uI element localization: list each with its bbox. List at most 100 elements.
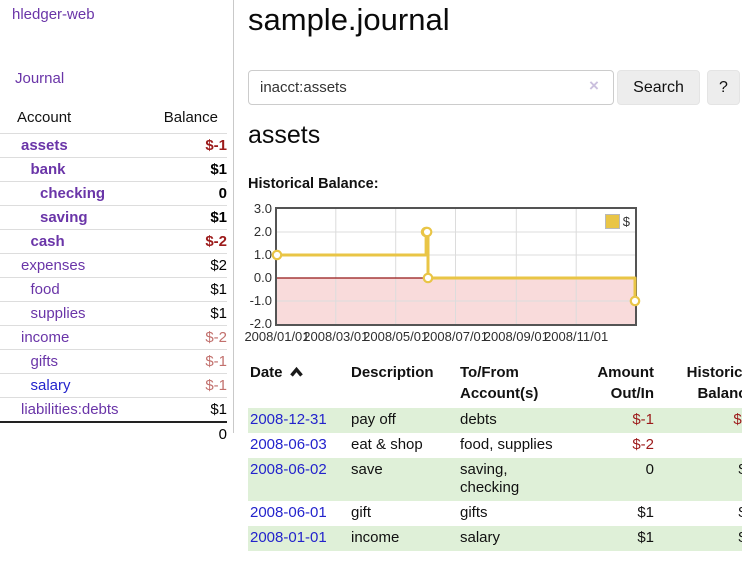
- account-balance: $-2: [205, 329, 227, 346]
- account-balance: $1: [210, 209, 227, 226]
- account-link[interactable]: salary: [30, 377, 71, 394]
- register-balance-cell: 0: [656, 433, 742, 458]
- account-link[interactable]: food: [30, 281, 60, 298]
- header-label: Description: [351, 364, 434, 381]
- register-balance-cell: $2: [656, 458, 742, 501]
- register-description-cell: pay off: [351, 411, 396, 428]
- y-tick-label: 2.0: [253, 224, 272, 239]
- account-link[interactable]: supplies: [30, 305, 86, 322]
- header-label: Date: [250, 362, 347, 384]
- account-row: expenses $2: [0, 253, 227, 278]
- register-balance-cell: $2: [656, 501, 742, 526]
- account-name-cell: cash: [0, 230, 147, 254]
- accounts-total-balance: 0: [218, 426, 227, 443]
- account-link[interactable]: assets: [21, 137, 68, 154]
- account-link[interactable]: checking: [40, 185, 106, 202]
- account-name-cell: liabilities:debts: [0, 398, 147, 423]
- account-balance: $1: [210, 161, 227, 178]
- account-row: liabilities:debts $1: [0, 397, 227, 423]
- transaction-row: 2008-01-01 income salary $1$1: [248, 526, 742, 551]
- help-button[interactable]: ?: [707, 70, 740, 105]
- register-header-balance: Historical Balance: [656, 360, 742, 408]
- account-name-cell: assets: [0, 134, 147, 158]
- register-amount-cell: $-1: [632, 411, 654, 428]
- transaction-row: 2008-06-01 gift gifts $1$2: [248, 501, 742, 526]
- y-tick-label: 0.0: [253, 270, 272, 285]
- register-description-cell: save: [351, 461, 383, 478]
- register-date-cell: 2008-06-03: [248, 433, 349, 458]
- transaction-date-link[interactable]: 2008-12-31: [250, 411, 327, 428]
- header-label: Account(s): [460, 385, 539, 402]
- register-table: Date Description To/From Account(s) Amount Ou…: [248, 360, 742, 551]
- register-description-cell: gift: [351, 504, 372, 521]
- account-name-cell: saving: [0, 206, 147, 230]
- register-header-accounts: To/From Account(s): [458, 360, 590, 408]
- account-row: checking 0: [0, 181, 227, 206]
- account-link[interactable]: liabilities:debts: [21, 401, 119, 418]
- search-input[interactable]: [248, 70, 614, 105]
- legend-swatch-icon: [604, 214, 620, 229]
- account-balance: $-1: [205, 353, 227, 370]
- register-amount-cell: $1: [637, 529, 654, 546]
- account-balance: $1: [210, 401, 227, 418]
- account-link[interactable]: cash: [30, 233, 65, 250]
- register-date-cell: 2008-12-31: [248, 408, 349, 433]
- accounts-total-spacer: [0, 422, 147, 446]
- accounts-header-balance: Balance: [163, 108, 218, 126]
- chart-plot-area: $: [271, 207, 641, 326]
- register-description-cell: eat & shop: [351, 436, 423, 453]
- sort-ascending-icon[interactable]: [289, 365, 304, 382]
- register-header: Date Description To/From Account(s) Amount Ou…: [248, 360, 742, 408]
- y-tick-label: 1.0: [253, 247, 272, 262]
- register-accounts-cell: debts: [460, 411, 497, 428]
- register-body: 2008-12-31 pay off debts $-1 $-1 2008-06-03 ea…: [248, 408, 742, 551]
- transaction-date-link[interactable]: 2008-06-01: [250, 504, 327, 521]
- account-link[interactable]: gifts: [30, 353, 59, 370]
- transaction-date-link[interactable]: 2008-06-02: [250, 461, 327, 478]
- search-button[interactable]: Search: [617, 70, 700, 105]
- register-amount-cell: $-2: [632, 436, 654, 453]
- y-tick-label: 3.0: [253, 201, 272, 216]
- chart-svg: [271, 209, 641, 324]
- account-link[interactable]: bank: [30, 161, 66, 178]
- account-balance: $1: [210, 281, 227, 298]
- header-label: Balance: [697, 385, 742, 402]
- app-title-link[interactable]: hledger-web: [12, 6, 95, 23]
- chart-title: Historical Balance:: [248, 176, 379, 192]
- account-balance: $-2: [205, 233, 227, 250]
- accounts-table-header: Account Balance: [0, 101, 227, 134]
- register-description-cell: income: [351, 529, 400, 546]
- account-name-cell: bank: [0, 158, 147, 182]
- account-row: food $1: [0, 277, 227, 302]
- account-balance: $-1: [205, 137, 227, 154]
- account-link[interactable]: expenses: [21, 257, 86, 274]
- account-link[interactable]: saving: [40, 209, 88, 226]
- y-tick-label: -1.0: [249, 293, 272, 308]
- accounts-table-body: assets $-1 bank $1 checking 0 saving $1 cash $-2 e…: [0, 133, 227, 423]
- chart-legend: $: [604, 214, 630, 229]
- transaction-date-link[interactable]: 2008-01-01: [250, 529, 327, 546]
- account-link[interactable]: income: [21, 329, 70, 346]
- account-row: cash $-2: [0, 229, 227, 254]
- page-title: sample.journal: [248, 2, 450, 37]
- x-tick-label: 2008/11/01: [544, 329, 609, 344]
- register-date-cell: 2008-01-01: [248, 526, 349, 551]
- transaction-row: 2008-06-03 eat & shop food, supplies $-20: [248, 433, 742, 458]
- transaction-row: 2008-12-31 pay off debts $-1 $-1: [248, 408, 742, 433]
- clear-search-icon[interactable]: ×: [589, 76, 599, 95]
- register-date-cell: 2008-06-02: [248, 458, 349, 501]
- x-tick-label: 2008/01/01: [244, 329, 310, 344]
- register-balance-cell: $-1: [733, 411, 742, 428]
- account-balance: $1: [210, 305, 227, 322]
- accounts-header-account: Account: [17, 108, 72, 126]
- transaction-date-link[interactable]: 2008-06-03: [250, 436, 327, 453]
- account-name-cell: supplies: [0, 302, 147, 326]
- account-name-cell: gifts: [0, 350, 147, 374]
- nav-journal-link[interactable]: Journal: [15, 70, 65, 87]
- register-header-date[interactable]: Date: [248, 360, 349, 408]
- register-date-cell: 2008-06-01: [248, 501, 349, 526]
- y-tick-label: -2.0: [249, 316, 272, 331]
- account-row: bank $1: [0, 157, 227, 182]
- header-label: Amount: [597, 364, 654, 381]
